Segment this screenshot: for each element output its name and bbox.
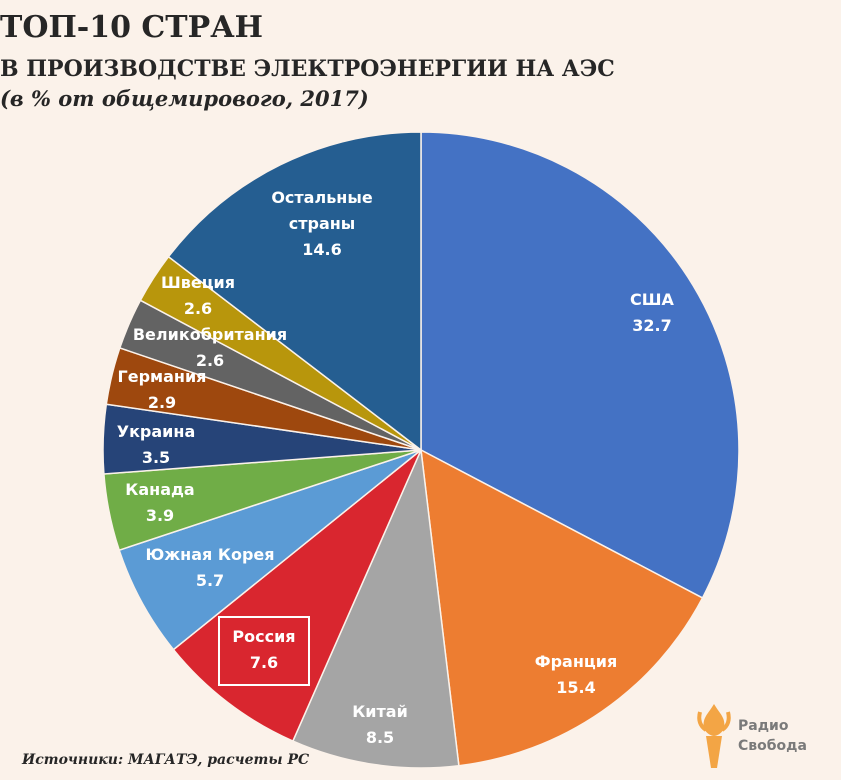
pie-slice bbox=[172, 449, 422, 743]
chart-subtitle: В ПРОИЗВОДСТВЕ ЭЛЕКТРОЭНЕРГИИ НА АЭС bbox=[0, 56, 615, 82]
slice-category-label: Китай bbox=[352, 702, 408, 721]
slice-category-label: Южная Корея bbox=[145, 545, 274, 564]
slice-value-label: 7.6 bbox=[250, 653, 278, 672]
slice-label: Украина 3.5 bbox=[117, 422, 196, 467]
pie-slice bbox=[167, 131, 422, 452]
slice-value-label: 3.5 bbox=[142, 448, 170, 467]
slice-value-label: 8.5 bbox=[366, 728, 394, 747]
slice-value-label: 3.9 bbox=[146, 506, 174, 525]
highlight-box bbox=[218, 616, 310, 686]
slice-label: США 32.7 bbox=[630, 290, 675, 335]
pie-slice bbox=[291, 447, 460, 769]
slice-category-label: Украина bbox=[117, 422, 196, 441]
slice-label: Великобритания 2.6 bbox=[133, 325, 287, 370]
slice-label: Германия 2.9 bbox=[118, 367, 207, 412]
slice-value-label: 14.6 bbox=[302, 240, 341, 259]
slice-value-label: 2.6 bbox=[184, 299, 212, 318]
chart-title: ТОП-10 СТРАН bbox=[0, 10, 263, 45]
slice-category-label: Франция bbox=[535, 652, 618, 671]
pie-slice bbox=[420, 448, 704, 767]
slice-label: Россия 7.6 bbox=[218, 616, 310, 686]
pie-slice bbox=[420, 131, 740, 599]
slice-label: Швеция 2.6 bbox=[161, 273, 235, 318]
slice-value-label: 32.7 bbox=[632, 316, 671, 335]
torch-icon bbox=[697, 704, 731, 768]
source-note: Источники: МАГАТЭ, расчеты РС bbox=[22, 752, 310, 768]
slice-category-label: Остальные страны bbox=[271, 188, 373, 233]
slice-category-label: Германия bbox=[118, 367, 207, 386]
slice-label: Китай 8.5 bbox=[352, 702, 408, 747]
logo-line-2: Свобода bbox=[738, 738, 807, 754]
slice-label: Франция 15.4 bbox=[535, 652, 618, 697]
slice-category-label: США bbox=[630, 290, 675, 309]
slice-label: Канада 3.9 bbox=[125, 480, 194, 525]
slice-value-label: 15.4 bbox=[556, 678, 595, 697]
slice-label: Южная Корея 5.7 bbox=[145, 545, 274, 590]
slice-category-label: Великобритания bbox=[133, 325, 287, 344]
slice-value-label: 2.9 bbox=[148, 393, 176, 412]
slice-label: Остальные страны 14.6 bbox=[271, 188, 373, 259]
slice-category-label: Швеция bbox=[161, 273, 235, 292]
slice-value-label: 2.6 bbox=[196, 351, 224, 370]
slice-value-label: 5.7 bbox=[196, 571, 224, 590]
radio-svoboda-logo: Радио Свобода bbox=[694, 700, 834, 770]
logo-line-1: Радио bbox=[738, 718, 789, 734]
slice-category-label: Канада bbox=[125, 480, 194, 499]
slice-category-label: Россия bbox=[232, 627, 295, 646]
chart-subtitle-2: (в % от общемирового, 2017) bbox=[0, 86, 369, 111]
